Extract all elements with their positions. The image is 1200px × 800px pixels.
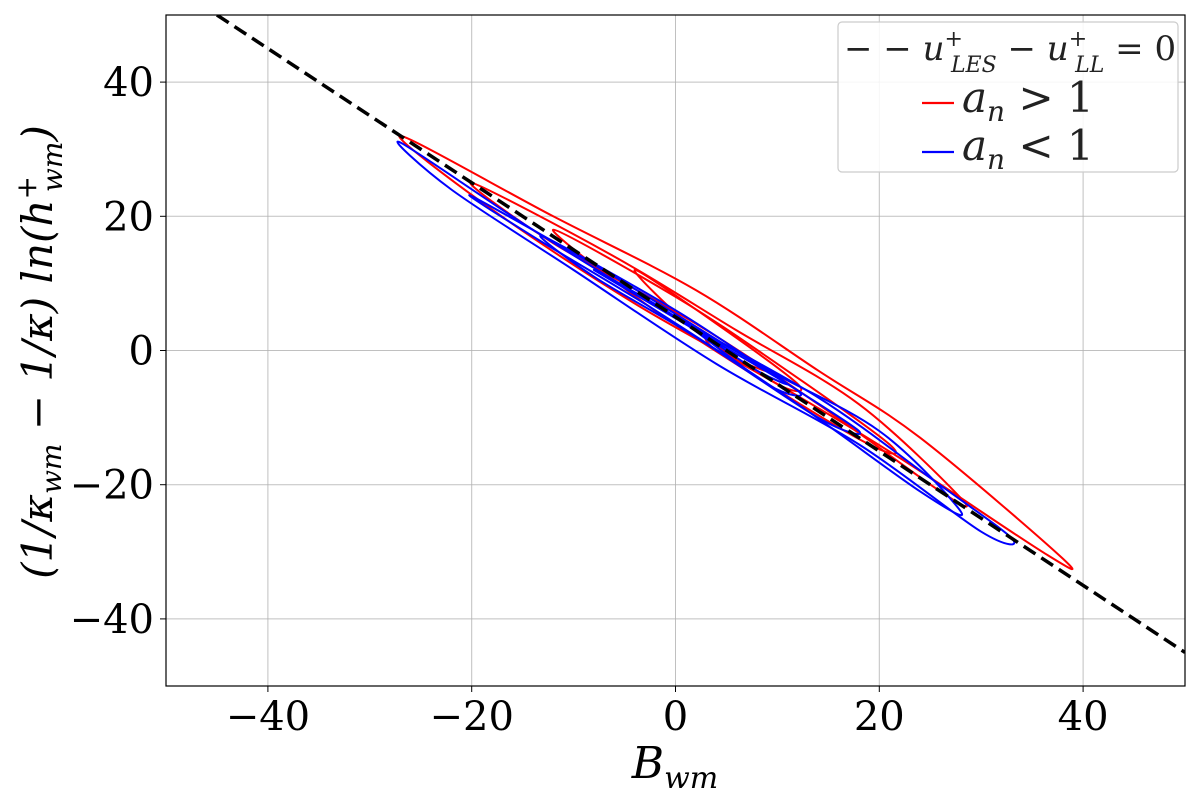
y-axis-label: (1/κwm − 1/κ) ln(h+wm) — [10, 125, 69, 579]
legend-entry-an-lt-1: an < 1 — [962, 121, 1094, 176]
legend-box — [837, 21, 1179, 173]
y-tick-label: −20 — [70, 463, 154, 509]
data-layer — [215, 15, 1185, 654]
y-tick-label: 40 — [103, 60, 154, 106]
reference-line — [215, 15, 1185, 654]
contour-an-gt-1-level-1 — [398, 134, 1074, 571]
x-tick-label: 20 — [854, 694, 905, 740]
x-tick-label: 40 — [1058, 694, 1109, 740]
legend-entry-an-gt-1: an > 1 — [962, 73, 1094, 128]
legend: − − u+ LES − u+ LL = 0 an > 1 an < 1 — [837, 21, 1179, 176]
x-tick-label: 0 — [663, 694, 688, 740]
y-tick-label: −40 — [70, 597, 154, 643]
y-tick-label: 20 — [103, 194, 154, 240]
y-tick-label: 0 — [129, 329, 154, 375]
x-tick-label: −20 — [429, 694, 513, 740]
contour-an-lt-1-level-2 — [468, 194, 964, 517]
x-tick-label: −40 — [226, 694, 310, 740]
x-axis-label: Bwm — [631, 738, 718, 796]
ticks: −40 −20 0 20 40 −40 −20 0 20 40 — [70, 60, 1109, 740]
